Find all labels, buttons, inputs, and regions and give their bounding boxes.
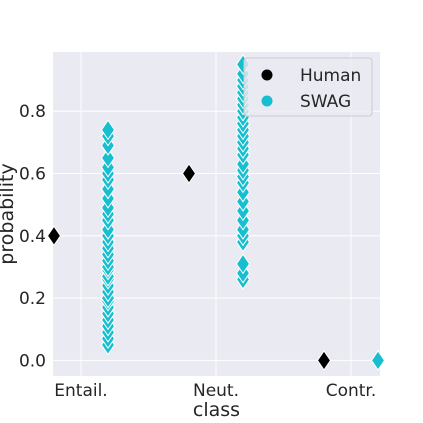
legend-box	[243, 57, 373, 117]
y-tick-label: 0.6	[19, 165, 46, 185]
y-tick-label: 0.0	[19, 351, 46, 371]
legend-marker	[261, 69, 273, 81]
y-axis-label: probability	[0, 163, 18, 264]
y-tick-label: 0.2	[19, 289, 46, 309]
legend-label: Human	[300, 66, 361, 86]
data-point	[100, 147, 116, 169]
x-tick-label: Contr.	[326, 381, 377, 401]
data-point	[181, 163, 197, 184]
data-point	[235, 253, 251, 275]
x-ticks: Entail. Neut. Contr.	[54, 381, 376, 401]
legend: Human SWAG	[243, 57, 373, 117]
x-tick-label: Entail.	[54, 381, 107, 401]
y-tick-label: 0.8	[19, 102, 46, 122]
legend-marker	[261, 95, 273, 107]
data-points	[46, 54, 386, 371]
y-ticks: 0.0 0.2 0.4 0.6 0.8	[19, 102, 46, 371]
data-point	[370, 350, 386, 371]
data-point	[100, 119, 116, 141]
series-human	[46, 163, 332, 371]
legend-label: SWAG	[300, 92, 351, 112]
x-axis-label: class	[193, 399, 240, 421]
data-point	[316, 350, 332, 371]
y-tick-label: 0.4	[19, 227, 46, 247]
data-point	[46, 225, 62, 247]
x-tick-label: Neut.	[193, 381, 239, 401]
